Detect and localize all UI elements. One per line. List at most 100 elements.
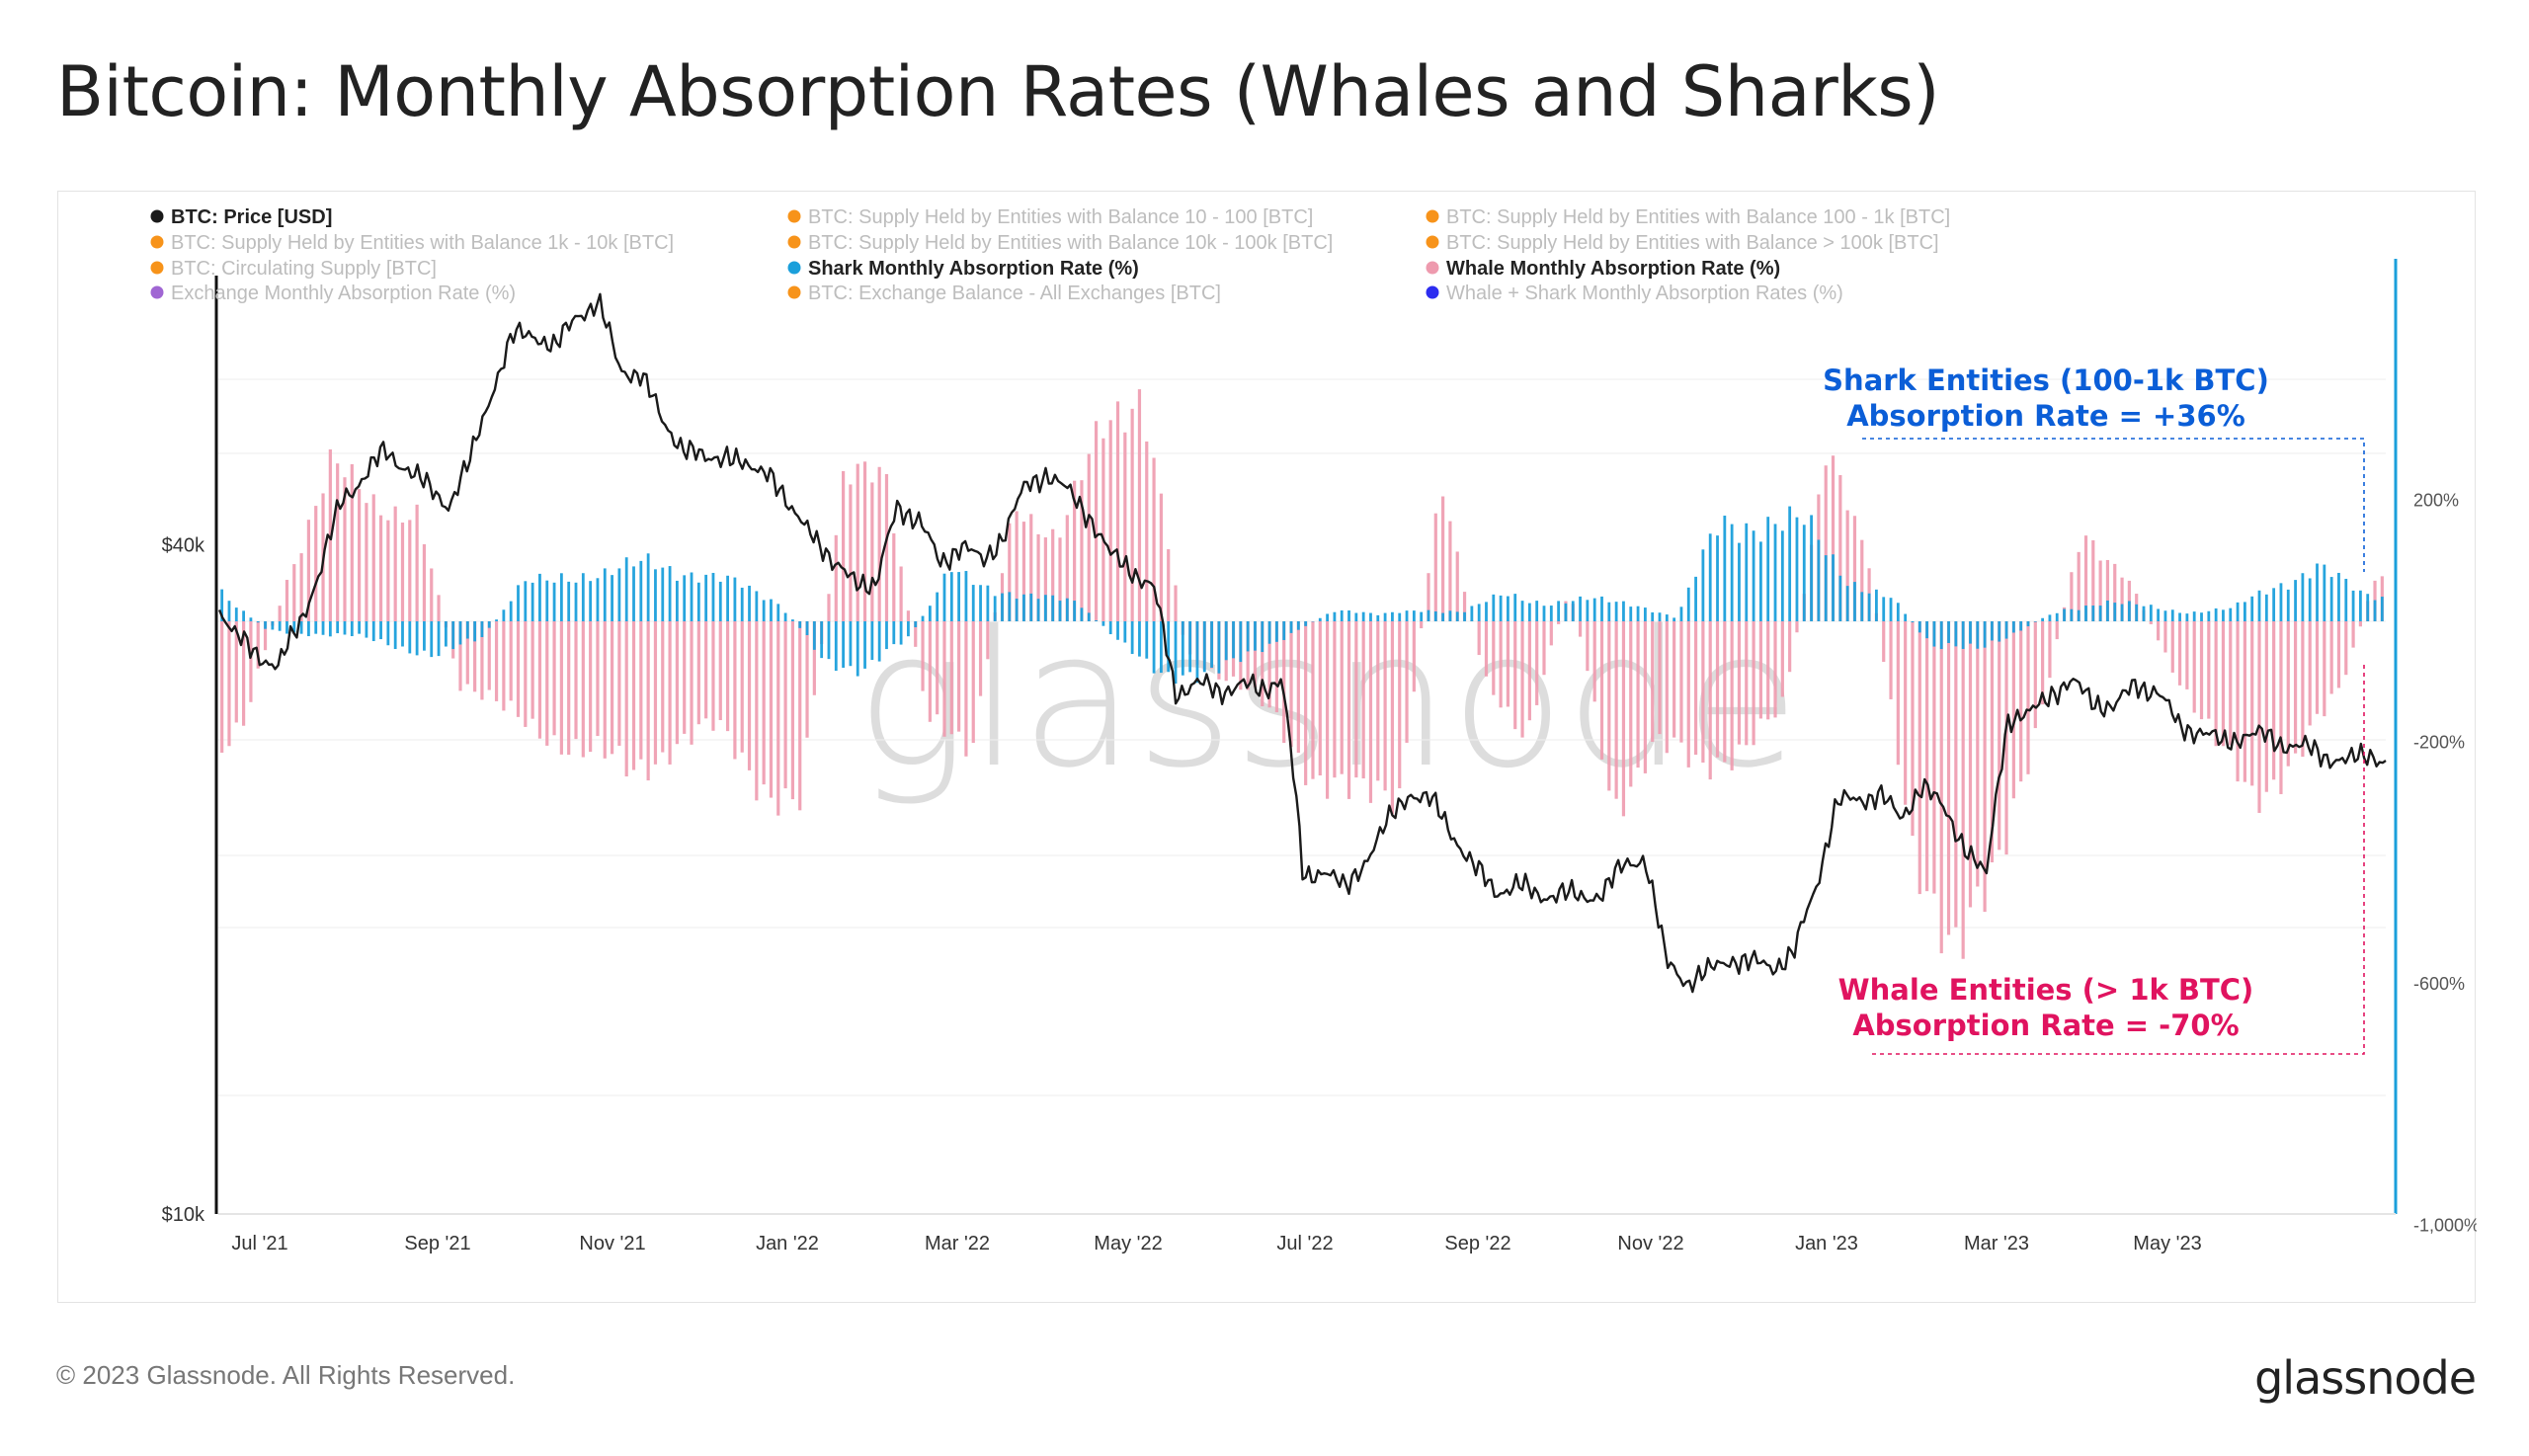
shark-bar (596, 578, 600, 621)
whale-bar (537, 621, 542, 739)
shark-bar (480, 621, 484, 638)
shark-bar (2185, 613, 2189, 621)
shark-bar (1961, 621, 1965, 649)
shark-bar (220, 589, 224, 621)
shark-bar (711, 572, 715, 621)
whale-bar (747, 621, 752, 770)
shark-bar (1174, 621, 1178, 685)
shark-bar (249, 617, 253, 621)
whale-bar (914, 621, 918, 647)
whale-bar (842, 470, 846, 621)
whale-bar (2336, 621, 2341, 688)
shark-bar (430, 621, 434, 658)
whale-bar (949, 621, 953, 735)
whale-bar (1651, 621, 1655, 742)
shark-bar (770, 599, 773, 621)
whale-bar (892, 532, 896, 621)
shark-bar (1780, 530, 1784, 621)
whale-bar (718, 621, 722, 721)
shark-bar (1636, 606, 1640, 621)
whale-bar (755, 621, 759, 801)
whale-bar (1838, 474, 1842, 621)
whale-bar (530, 621, 534, 719)
shark-bar (1391, 611, 1394, 621)
whale-bar (263, 621, 268, 651)
legend-item: BTC: Supply Held by Entities with Balanc… (150, 232, 674, 254)
whale-bar (422, 544, 427, 621)
shark-bar (2033, 621, 2037, 622)
whale-bar (1108, 420, 1112, 621)
shark-annotation-line1: Shark Entities (100-1k BTC) (1823, 364, 2269, 397)
shark-bar (2316, 563, 2319, 621)
whale-bar (1080, 480, 1084, 621)
whale-bar (1946, 621, 1951, 935)
whale-bar (552, 621, 556, 736)
shark-bar (2091, 606, 2095, 621)
shark-bar (877, 621, 881, 662)
whale-bar (798, 621, 802, 811)
whale-bar (1889, 621, 1893, 699)
shark-bar (1579, 596, 1582, 621)
shark-bar (423, 621, 426, 651)
shark-bar (1845, 586, 1849, 621)
shark-bar (386, 621, 390, 646)
whale-bar (624, 621, 628, 777)
shark-bar (1304, 621, 1308, 626)
whale-bar (1715, 621, 1720, 758)
legend-item: BTC: Circulating Supply [BTC] (150, 258, 437, 280)
whale-bar (1968, 621, 1973, 908)
shark-bars (220, 506, 2384, 685)
shark-bar (473, 621, 477, 642)
whale-bar (1925, 621, 1929, 892)
whale-bar (1939, 621, 1943, 954)
shark-bar (2279, 583, 2283, 621)
shark-bar (1651, 611, 1655, 621)
shark-bar (1318, 617, 1322, 621)
shark-bar (2106, 600, 2109, 621)
whale-bar (2323, 621, 2326, 717)
whale-bar (704, 621, 708, 719)
whale-bar (1578, 621, 1583, 637)
shark-bar (1925, 621, 1929, 639)
shark-bar (2236, 602, 2240, 621)
whale-bar (1174, 585, 1178, 621)
whale-bar (1976, 621, 1980, 887)
shark-bar (2077, 609, 2080, 621)
whale-bar (1730, 621, 1734, 770)
whale-bar (1296, 621, 1300, 754)
legend-label: BTC: Exchange Balance - All Exchanges [B… (808, 283, 1221, 304)
whale-bar (1701, 621, 1705, 764)
shark-bar (574, 582, 578, 621)
whale-bar (646, 621, 650, 781)
shark-bar (885, 621, 888, 650)
whale-bar (2098, 560, 2102, 621)
shark-bar (748, 585, 751, 621)
shark-bar (762, 600, 766, 621)
shark-bar (1513, 594, 1517, 621)
shark-bar (2192, 611, 2196, 621)
legend-label: Exchange Monthly Absorption Rate (%) (171, 283, 516, 304)
shark-bar (242, 610, 245, 621)
shark-bar (1167, 621, 1171, 673)
whale-bar (1246, 621, 1250, 690)
whale-bar (1824, 465, 1828, 621)
shark-bar (834, 621, 838, 672)
whale-bar (2358, 621, 2363, 627)
shark-bar (1535, 601, 1539, 621)
shark-bar (2294, 580, 2297, 621)
shark-bar (1159, 621, 1163, 674)
shark-bar (2004, 621, 2008, 639)
whale-bar (1592, 621, 1596, 702)
whale-bar (2279, 621, 2283, 794)
shark-bar (1354, 612, 1358, 621)
brand-logo: glassnode (2254, 1351, 2477, 1405)
whale-bar (1462, 592, 1467, 621)
whale-bar (2351, 621, 2355, 648)
shark-bar (408, 621, 412, 654)
whale-bar (2163, 621, 2167, 653)
shark-bar (1622, 601, 1625, 621)
whale-bar (1954, 621, 1958, 928)
shark-bar (776, 604, 780, 621)
shark-bar (1607, 602, 1611, 621)
whale-bar (581, 621, 585, 758)
